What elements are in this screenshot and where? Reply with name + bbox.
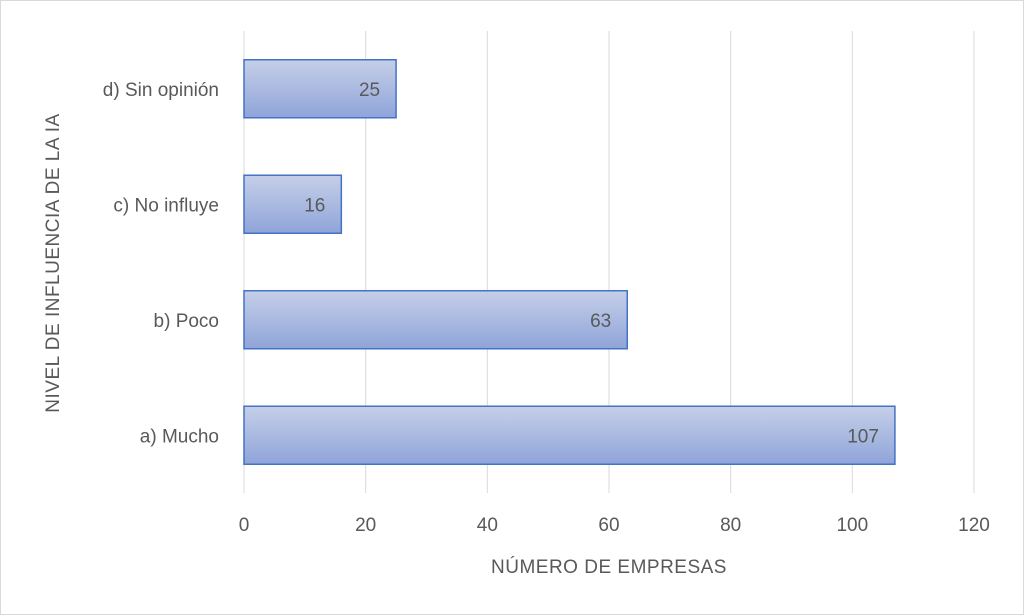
category-label: b) Poco — [154, 311, 219, 332]
bar — [243, 59, 397, 119]
bar — [243, 290, 628, 350]
x-axis-title: NÚMERO DE EMPRESAS — [491, 556, 727, 578]
data-labels: 107 63 16 25 — [304, 80, 879, 448]
x-tick-label: 100 — [836, 515, 868, 536]
x-tick-label: 20 — [355, 515, 376, 536]
bar — [243, 174, 343, 234]
x-tick-labels: 0 20 40 60 80 100 120 — [239, 515, 990, 536]
category-label: a) Mucho — [140, 426, 219, 447]
data-label: 25 — [359, 80, 380, 101]
category-label: d) Sin opinión — [103, 80, 219, 101]
x-tick-label: 120 — [958, 515, 990, 536]
bars — [243, 59, 896, 465]
category-labels: a) Mucho b) Poco c) No influye d) Sin opini… — [103, 80, 219, 448]
x-tick-label: 0 — [239, 515, 250, 536]
x-tick-label: 60 — [598, 515, 619, 536]
x-tick-label: 80 — [720, 515, 741, 536]
category-label: c) No influye — [113, 195, 219, 216]
data-label: 63 — [590, 311, 611, 332]
data-label: 107 — [847, 426, 879, 447]
data-label: 16 — [304, 195, 325, 216]
bar — [243, 405, 896, 465]
x-tick-label: 40 — [477, 515, 498, 536]
y-axis-title: NIVEL DE INFLUENCIA DE LA IA — [43, 113, 64, 412]
